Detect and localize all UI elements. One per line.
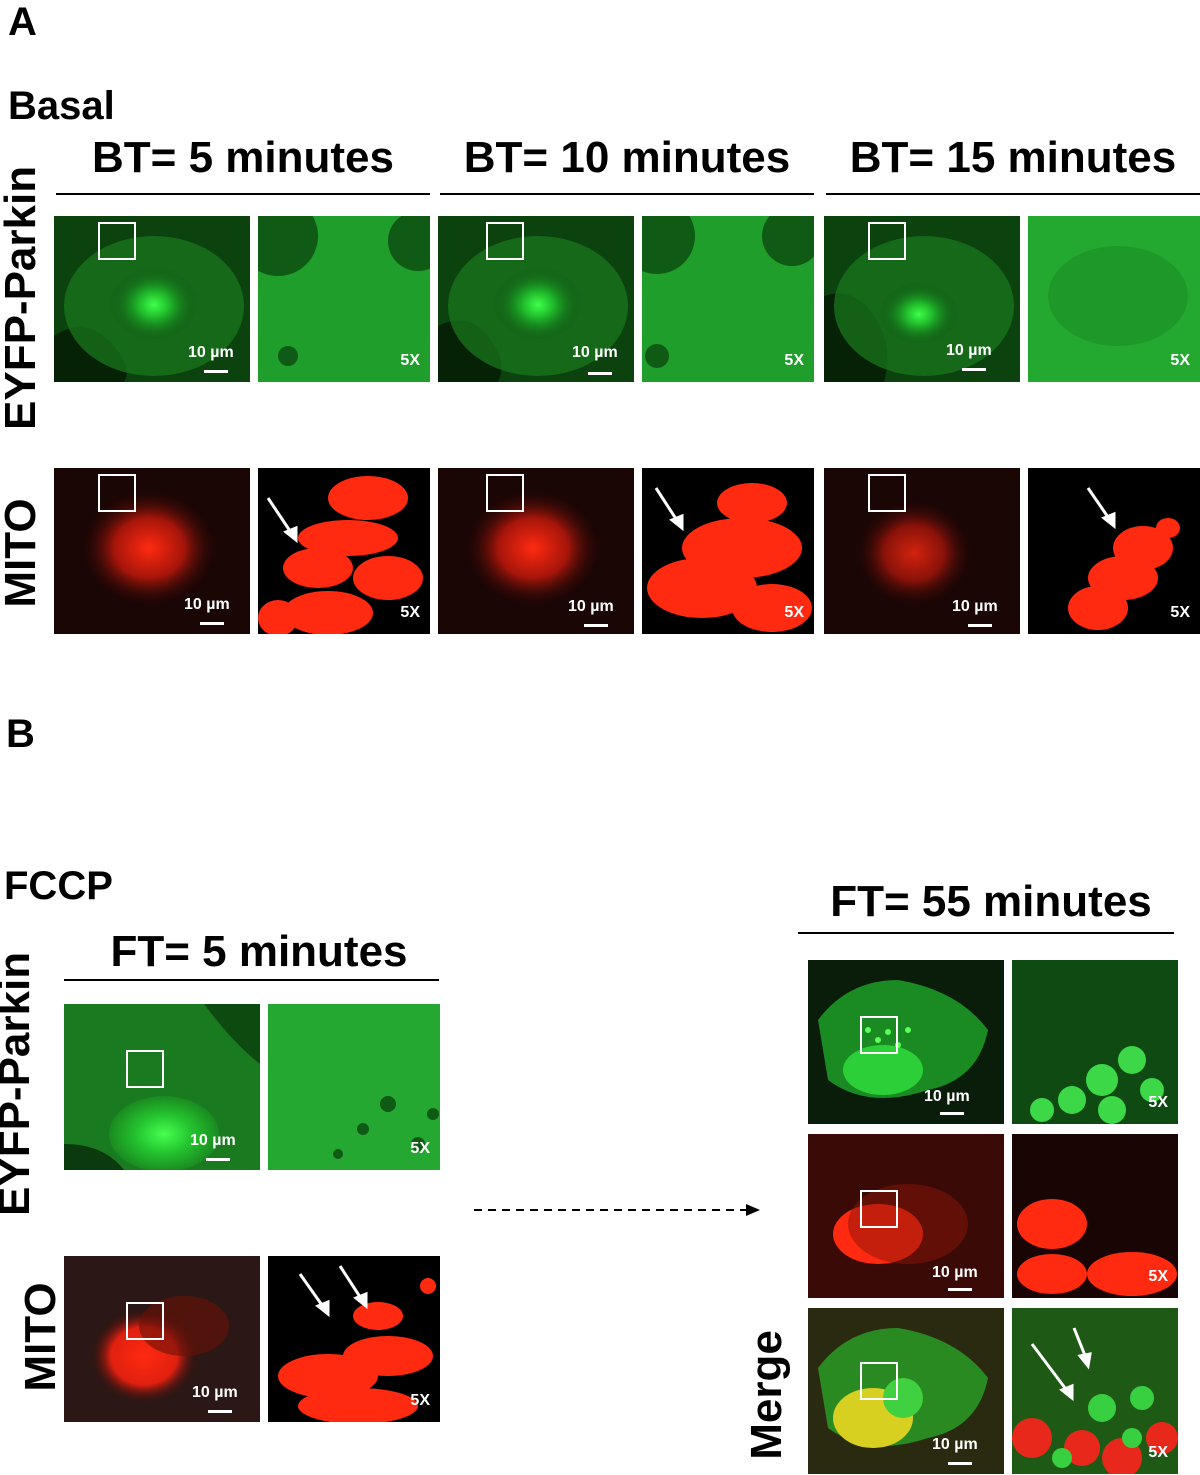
micrograph-parkin-ft5-zoom: 5X <box>268 1004 440 1170</box>
roi-box <box>126 1302 164 1340</box>
roi-box <box>868 474 906 512</box>
scale-bar <box>948 1288 972 1291</box>
scale-bar-label: 10 µm <box>924 1088 970 1105</box>
micrograph-parkin-bt5-zoom: 5X <box>258 216 430 382</box>
micrograph-mito-bt15: 10 µm <box>824 468 1020 634</box>
micrograph-mito-ft55-zoom: 5X <box>1012 1134 1178 1298</box>
scale-bar <box>962 368 986 371</box>
roi-box <box>98 474 136 512</box>
scale-bar <box>206 1158 230 1161</box>
roi-box <box>486 474 524 512</box>
roi-box <box>486 222 524 260</box>
column-title-ft5: FT= 5 minutes <box>110 927 408 976</box>
column-underline-bt5 <box>56 193 430 195</box>
scale-bar <box>200 622 224 625</box>
micrograph-parkin-bt5: 10 µm <box>54 216 250 382</box>
row-label-eyfp-parkin-b: EYFP-Parkin <box>0 951 39 1216</box>
panel-b-condition: FCCP <box>4 864 113 908</box>
scale-bar-label: 10 µm <box>192 1384 238 1401</box>
zoom-label: 5X <box>784 604 804 621</box>
zoom-label: 5X <box>1170 352 1190 369</box>
column-underline-bt15 <box>826 193 1200 195</box>
roi-box <box>860 1362 898 1400</box>
panel-a-condition: Basal <box>8 84 115 128</box>
micrograph-parkin-ft55: 10 µm <box>808 960 1004 1124</box>
panel-b-letter: B <box>6 712 35 756</box>
column-title-bt15: BT= 15 minutes <box>849 133 1177 182</box>
zoom-label: 5X <box>1170 604 1190 621</box>
scale-bar-label: 10 µm <box>184 596 230 613</box>
row-label-mito-b: MITO <box>16 1282 65 1392</box>
micrograph-parkin-ft5: 10 µm <box>64 1004 260 1170</box>
zoom-label: 5X <box>1148 1268 1168 1285</box>
micrograph-mito-ft5: 10 µm <box>64 1256 260 1422</box>
scale-bar <box>968 624 992 627</box>
zoom-label: 5X <box>410 1392 430 1409</box>
time-progression-arrow <box>474 1204 760 1216</box>
micrograph-mito-bt5-zoom: 5X <box>258 468 430 634</box>
scale-bar-label: 10 µm <box>572 344 618 361</box>
micrograph-parkin-bt10-zoom: 5X <box>642 216 814 382</box>
zoom-label: 5X <box>1148 1094 1168 1111</box>
scale-bar <box>940 1112 964 1115</box>
row-label-mito-a: MITO <box>0 498 45 608</box>
row-label-eyfp-parkin-a: EYFP-Parkin <box>0 165 45 430</box>
scale-bar-label: 10 µm <box>932 1264 978 1281</box>
scale-bar <box>204 370 228 373</box>
micrograph-parkin-bt15-zoom: 5X <box>1028 216 1200 382</box>
column-title-bt5: BT= 5 minutes <box>92 133 394 182</box>
roi-box <box>860 1016 898 1054</box>
scale-bar <box>948 1462 972 1465</box>
micrograph-mito-bt10: 10 µm <box>438 468 634 634</box>
column-underline-ft55 <box>798 932 1174 934</box>
zoom-label: 5X <box>1148 1444 1168 1461</box>
micrograph-parkin-bt10: 10 µm <box>438 216 634 382</box>
column-title-bt10: BT= 10 minutes <box>463 133 791 182</box>
scale-bar <box>208 1410 232 1413</box>
roi-box <box>126 1050 164 1088</box>
micrograph-mito-bt15-zoom: 5X <box>1028 468 1200 634</box>
micrograph-mito-ft55: 10 µm <box>808 1134 1004 1298</box>
column-underline-bt10 <box>440 193 814 195</box>
scale-bar-label: 10 µm <box>946 342 992 359</box>
column-underline-ft5 <box>64 979 439 981</box>
scale-bar-label: 10 µm <box>568 598 614 615</box>
panel-a-letter: A <box>8 0 37 44</box>
roi-box <box>868 222 906 260</box>
scale-bar-label: 10 µm <box>932 1436 978 1453</box>
zoom-label: 5X <box>410 1140 430 1157</box>
row-label-merge: Merge <box>742 1330 791 1460</box>
zoom-label: 5X <box>784 352 804 369</box>
roi-box <box>860 1190 898 1228</box>
scale-bar <box>588 372 612 375</box>
micrograph-merge-ft55-zoom: 5X <box>1012 1308 1178 1474</box>
roi-box <box>98 222 136 260</box>
scale-bar-label: 10 µm <box>952 598 998 615</box>
micrograph-mito-bt5: 10 µm <box>54 468 250 634</box>
scale-bar-label: 10 µm <box>190 1132 236 1149</box>
scale-bar-label: 10 µm <box>188 344 234 361</box>
micrograph-mito-bt10-zoom: 5X <box>642 468 814 634</box>
micrograph-merge-ft55: 10 µm <box>808 1308 1004 1474</box>
column-title-ft55: FT= 55 minutes <box>830 877 1152 926</box>
zoom-label: 5X <box>400 352 420 369</box>
scale-bar <box>584 624 608 627</box>
micrograph-mito-ft5-zoom: 5X <box>268 1256 440 1422</box>
micrograph-parkin-ft55-zoom: 5X <box>1012 960 1178 1124</box>
micrograph-parkin-bt15: 10 µm <box>824 216 1020 382</box>
zoom-label: 5X <box>400 604 420 621</box>
